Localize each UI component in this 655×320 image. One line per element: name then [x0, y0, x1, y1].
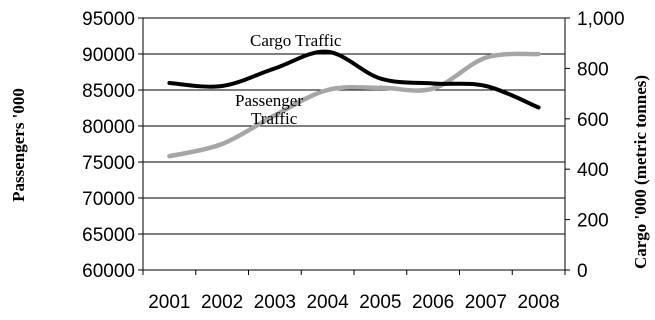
x-tick-label: 2006 — [412, 292, 454, 313]
left-tick-label: 65000 — [82, 225, 135, 246]
right-tick-label: 400 — [577, 160, 609, 181]
passenger-traffic-annotation-line2: Traffic — [251, 109, 298, 128]
left-tick-label: 95000 — [82, 9, 135, 30]
right-tick-labels: 0 200 400 600 800 1,000 — [565, 9, 625, 282]
passenger-traffic-line — [167, 51, 541, 159]
right-tick-label: 200 — [577, 211, 609, 232]
x-tick-label: 2003 — [254, 292, 296, 313]
series-lines — [167, 49, 541, 159]
right-tick-label: 0 — [577, 261, 588, 282]
passenger-traffic-annotation-line1: Passenger — [235, 91, 303, 110]
left-tick-label: 60000 — [82, 261, 135, 282]
left-tick-label: 85000 — [82, 81, 135, 102]
x-tick-label: 2001 — [148, 292, 190, 313]
left-tick-label: 80000 — [82, 117, 135, 138]
right-tick-label: 1,000 — [577, 9, 625, 30]
x-tick-label: 2008 — [517, 292, 559, 313]
left-tick-labels: 60000 65000 70000 75000 80000 85000 90000 95000 — [82, 9, 143, 282]
x-tick-label: 2005 — [359, 292, 401, 313]
x-tick-label: 2002 — [201, 292, 243, 313]
left-tick-label: 90000 — [82, 45, 135, 66]
right-tick-label: 800 — [577, 59, 609, 80]
x-tick-labels: 2001 2002 2003 2004 2005 2006 2007 2008 — [142, 270, 566, 313]
y-right-axis-title: Cargo '000 (metric tonnes) — [631, 75, 650, 269]
cargo-traffic-annotation: Cargo Traffic — [250, 31, 342, 50]
left-tick-label: 70000 — [82, 189, 135, 210]
cargo-traffic-line — [167, 49, 541, 110]
left-tick-label: 75000 — [82, 153, 135, 174]
gridlines — [143, 17, 565, 235]
x-tick-label: 2007 — [465, 292, 507, 313]
y-left-axis-title: Passengers '000 — [9, 88, 28, 202]
right-tick-label: 600 — [577, 110, 609, 131]
x-tick-label: 2004 — [306, 292, 349, 313]
